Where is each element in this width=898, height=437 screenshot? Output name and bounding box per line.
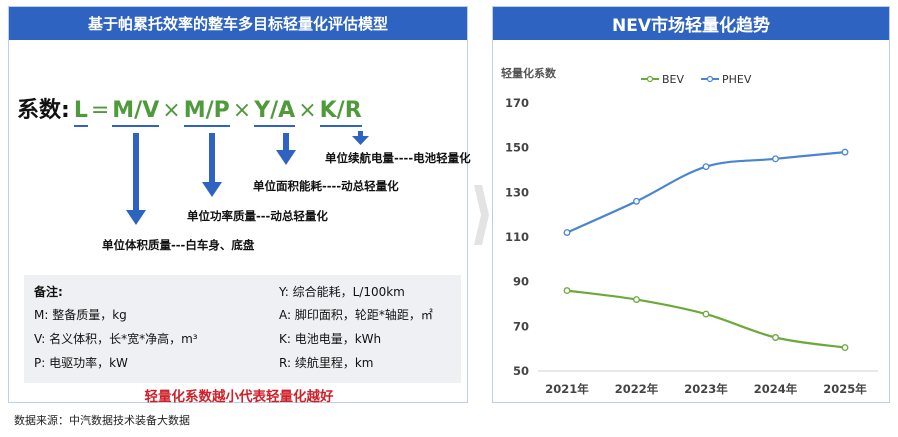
bev-data-point	[772, 334, 779, 341]
note-y: Y: 综合能耗，L/100km	[279, 285, 405, 299]
formula-term-kr: K/R	[319, 98, 362, 127]
phev-data-point	[633, 197, 640, 205]
y-axis-title: 轻量化系数	[501, 66, 557, 80]
annotation-mp: 单位功率质量---动总轻量化	[187, 209, 328, 223]
legend-bev-marker	[646, 75, 654, 83]
y-tick-label: 70	[513, 319, 529, 333]
legend-phev-label: PHEV	[722, 73, 752, 86]
note-m: M: 整备质量，kg	[34, 308, 127, 322]
formula-times-1: ×	[162, 98, 181, 123]
formula-term-ya: Y/A	[254, 98, 296, 127]
annotation-mv: 单位体积质量---白车身、底盘	[102, 238, 255, 252]
bev-data-point	[841, 344, 849, 351]
bev-series-line	[566, 289, 846, 349]
phev-data-point	[772, 155, 779, 163]
legend-bev-label: BEV	[662, 73, 684, 86]
arrow-kr-icon	[352, 131, 369, 145]
y-tick-label: 50	[513, 364, 529, 378]
trend-panel-title: NEV市场轻量化趋势	[493, 7, 889, 40]
annotation-kr: 单位续航电量----电池轻量化	[325, 151, 471, 165]
y-tick-label: 170	[505, 96, 529, 110]
y-tick-label: 130	[505, 185, 529, 199]
phev-data-point	[702, 163, 710, 171]
annotation-arrows	[126, 131, 369, 225]
trend-chart: 轻量化系数 50 70 90 110 130 150 170 2021年 2022年 2023年 20…	[501, 66, 878, 396]
formula-label: 系数:	[17, 98, 70, 123]
x-tick-label: 2023年	[684, 382, 728, 396]
formula-times-2: ×	[232, 98, 252, 123]
notes-title: 备注:	[34, 285, 63, 299]
x-tick-label: 2025年	[823, 382, 867, 396]
formula-term-mp: M/P	[183, 98, 230, 127]
bev-data-point	[563, 287, 571, 295]
legend-phev-marker	[706, 75, 714, 83]
phev-data-point	[841, 148, 849, 156]
arrow-mp-icon	[202, 133, 222, 197]
data-source: 数据来源：中汽数据技术装备大数据	[14, 414, 190, 427]
chevron-right-icon	[474, 185, 489, 245]
notes-box: 备注: M: 整备质量，kg V: 名义体积，长*宽*净高，m³ P: 电驱功率…	[24, 275, 461, 383]
note-a: A: 脚印面积，轮距*轴距，㎡	[279, 308, 433, 322]
arrow-ya-icon	[276, 133, 296, 165]
formula-term-l: L	[73, 98, 88, 127]
x-tick-label: 2024年	[754, 382, 798, 396]
note-p: P: 电驱功率，kW	[34, 356, 128, 370]
formula-term-mv: M/V	[112, 98, 160, 127]
model-panel-title: 基于帕累托效率的整车多目标轻量化评估模型	[9, 7, 467, 40]
x-tick-label: 2022年	[615, 382, 659, 396]
y-tick-label: 150	[505, 141, 529, 155]
formula-times-3: ×	[298, 98, 317, 123]
model-panel: 基于帕累托效率的整车多目标轻量化评估模型 系数: L = M/V × M/P × Y/A × K/…	[8, 6, 471, 405]
trend-panel: NEV市场轻量化趋势 轻量化系数 50 70 90 110 130 150 170 2021年 2…	[492, 6, 890, 403]
y-tick-label: 110	[505, 230, 529, 244]
x-tick-label: 2021年	[545, 382, 589, 396]
arrow-mv-icon	[126, 133, 146, 225]
note-r: R: 续航里程，km	[279, 356, 374, 370]
note-v: V: 名义体积，长*宽*净高，m³	[34, 332, 198, 346]
formula-equals: =	[90, 98, 110, 123]
conclusion-text: 轻量化系数越小代表轻量化越好	[144, 389, 334, 405]
lightweight-formula: 系数: L = M/V × M/P × Y/A × K/R	[17, 92, 362, 127]
bev-data-point	[702, 310, 710, 318]
phev-data-point	[563, 229, 571, 236]
note-k: K: 电池电量，kWh	[279, 332, 382, 346]
annotation-ya: 单位面积能耗----动总轻量化	[253, 179, 399, 193]
bev-data-point	[633, 296, 640, 303]
y-tick-label: 90	[513, 275, 529, 289]
